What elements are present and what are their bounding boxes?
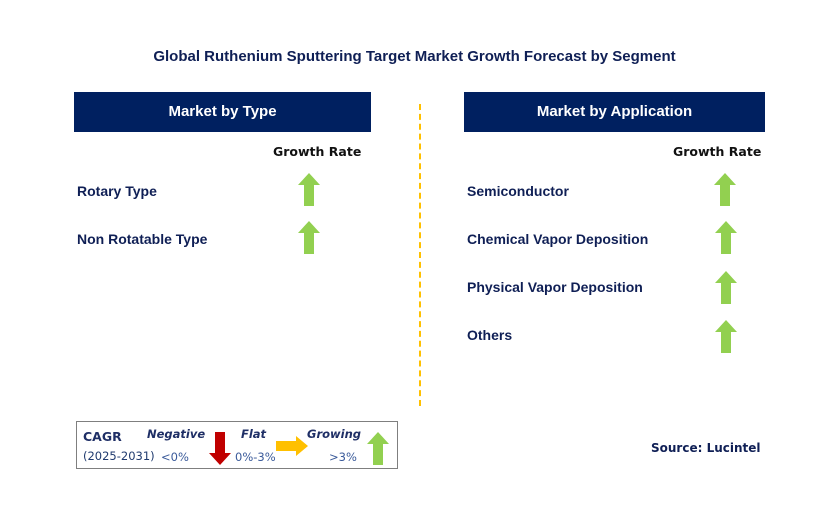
panel-header-type: Market by Type — [74, 92, 371, 132]
legend-flat-label: Flat — [241, 427, 267, 441]
segment-label: Physical Vapor Deposition — [467, 279, 643, 295]
legend-growing-range: >3% — [329, 450, 357, 464]
arrow-up-icon — [298, 221, 320, 254]
growth-rate-label-application: Growth Rate — [673, 144, 762, 159]
arrow-up-icon — [714, 173, 736, 206]
arrow-up-icon — [715, 320, 737, 353]
dashed-divider — [419, 104, 421, 406]
legend-flat-range: 0%-3% — [235, 450, 276, 464]
arrow-up-icon — [298, 173, 320, 206]
segment-label: Non Rotatable Type — [77, 231, 208, 247]
segment-label: Chemical Vapor Deposition — [467, 231, 649, 247]
legend-period: (2025-2031) — [83, 449, 155, 463]
segment-label: Others — [467, 327, 513, 343]
segment-label: Rotary Type — [77, 183, 157, 199]
arrow-up-icon — [367, 432, 389, 465]
growth-rate-label-type: Growth Rate — [273, 144, 362, 159]
cagr-legend: CAGR (2025-2031) Negative <0% Flat 0%-3%… — [76, 421, 398, 469]
panel-header-application: Market by Application — [464, 92, 765, 132]
legend-cagr-label: CAGR — [83, 429, 122, 444]
arrow-up-icon — [715, 271, 737, 304]
legend-negative-range: <0% — [161, 450, 189, 464]
legend-growing-label: Growing — [307, 427, 361, 441]
segment-label: Semiconductor — [467, 183, 569, 199]
legend-negative-label: Negative — [147, 427, 206, 441]
arrow-up-icon — [715, 221, 737, 254]
source-label: Source: Lucintel — [651, 441, 761, 455]
arrow-down-icon — [209, 432, 231, 465]
page-title: Global Ruthenium Sputtering Target Marke… — [153, 48, 676, 65]
arrow-right-icon — [276, 436, 308, 456]
